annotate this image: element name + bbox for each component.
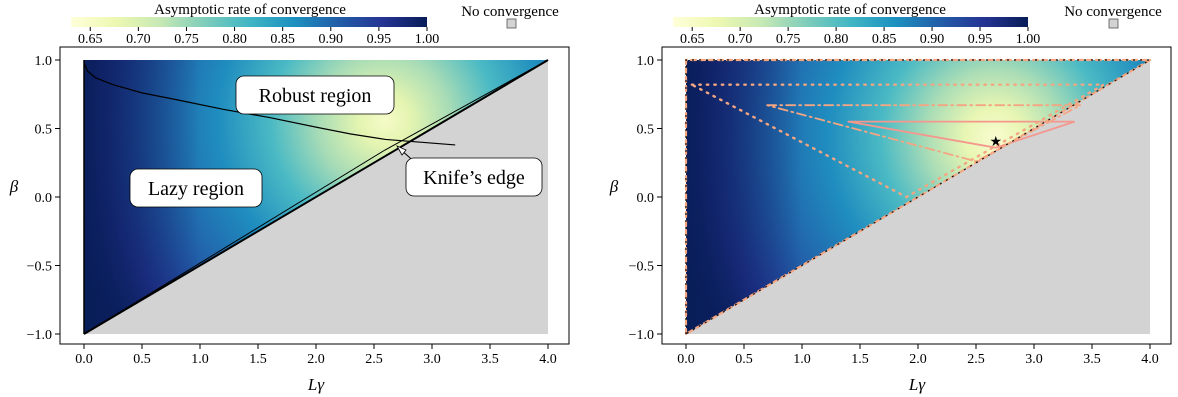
x-tick-label: 0.0 bbox=[75, 352, 93, 367]
x-tick-label: 3.5 bbox=[1083, 352, 1101, 367]
x-tick-label: 0.5 bbox=[133, 352, 151, 367]
no-convergence-swatch bbox=[1108, 18, 1119, 29]
x-axis-ticks: 0.0 0.5 1.0 1.5 2.0 2.5 3.0 3.5 4.0 bbox=[75, 344, 557, 367]
y-axis-ticks: 1.0 0.5 0.0 −0.5 −1.0 bbox=[629, 54, 662, 343]
colorbar-tick-label: 0.85 bbox=[270, 32, 295, 47]
colorbar-tick-label: 0.75 bbox=[776, 32, 801, 47]
no-convergence-swatch bbox=[506, 18, 517, 29]
colorbar-tick-label: 0.70 bbox=[728, 32, 753, 47]
boundary-inner-dots bbox=[685, 59, 1153, 335]
colorbar-title: Asymptotic rate of convergence bbox=[154, 2, 346, 18]
x-tick-label: 2.5 bbox=[967, 352, 985, 367]
knife-edge-box bbox=[405, 157, 543, 197]
colorbar-ticks: 0.65 0.70 0.75 0.80 0.85 0.90 0.95 1.00 bbox=[78, 27, 439, 47]
colorbar-tick-label: 0.90 bbox=[920, 32, 945, 47]
x-tick-label: 0.5 bbox=[735, 352, 753, 367]
x-tick-label: 0.0 bbox=[677, 352, 695, 367]
level-set-dashdot bbox=[766, 104, 1081, 163]
x-tick-label: 3.0 bbox=[423, 352, 441, 367]
x-tick-label: 2.0 bbox=[909, 352, 927, 367]
y-axis-label: β bbox=[9, 177, 19, 196]
level-sets bbox=[684, 58, 1155, 336]
x-tick-label: 1.5 bbox=[851, 352, 869, 367]
colorbar-tick-label: 0.95 bbox=[367, 32, 392, 47]
right-panel: Asymptotic rate of convergence 0.65 0.70 0… bbox=[609, 2, 1172, 394]
x-tick-label: 2.5 bbox=[365, 352, 383, 367]
x-axis-label: Lγ bbox=[908, 375, 926, 394]
y-tick-label: −1.0 bbox=[27, 328, 52, 343]
no-convergence-label: No convergence bbox=[1064, 4, 1162, 20]
left-panel: Asymptotic rate of convergence 0.65 0.70 0… bbox=[9, 2, 570, 394]
colorbar-tick-label: 0.65 bbox=[78, 32, 103, 47]
y-tick-label: 0.5 bbox=[35, 123, 53, 138]
optimum-star-marker: ★ bbox=[989, 135, 1002, 150]
colorbar-ticks: 0.65 0.70 0.75 0.80 0.85 0.90 0.95 1.00 bbox=[680, 27, 1040, 47]
x-tick-label: 1.5 bbox=[249, 352, 267, 367]
y-tick-label: 0.0 bbox=[35, 191, 53, 206]
colorbar-tick-label: 0.95 bbox=[968, 32, 993, 47]
y-axis-label: β bbox=[609, 177, 619, 196]
robust-region-box bbox=[235, 75, 395, 115]
no-convergence-label: No convergence bbox=[461, 4, 559, 20]
colorbar-tick-label: 0.85 bbox=[872, 32, 897, 47]
y-tick-label: −1.0 bbox=[629, 328, 654, 343]
x-tick-label: 4.0 bbox=[539, 352, 557, 367]
colorbar-tick-label: 1.00 bbox=[415, 32, 440, 47]
x-tick-label: 2.0 bbox=[307, 352, 325, 367]
lazy-region-box bbox=[129, 168, 263, 208]
x-tick-label: 3.0 bbox=[1025, 352, 1043, 367]
colorbar-tick-label: 0.75 bbox=[174, 32, 199, 47]
y-axis-ticks: 1.0 0.5 0.0 −0.5 −1.0 bbox=[27, 54, 60, 343]
y-tick-label: 1.0 bbox=[637, 54, 655, 69]
knife-edge-label: Knife’s edge bbox=[423, 167, 525, 189]
x-tick-label: 1.0 bbox=[793, 352, 811, 367]
robust-boundary-curve bbox=[83, 62, 456, 146]
level-set-dotted-large bbox=[690, 83, 1109, 199]
lazy-region-label: Lazy region bbox=[148, 178, 244, 200]
knife-edge-line bbox=[83, 59, 549, 335]
colorbar-tick-label: 1.00 bbox=[1016, 32, 1041, 47]
x-tick-label: 4.0 bbox=[1141, 352, 1159, 367]
colorbar-tick-label: 0.65 bbox=[680, 32, 705, 47]
y-tick-label: 0.0 bbox=[637, 191, 655, 206]
x-axis-ticks: 0.0 0.5 1.0 1.5 2.0 2.5 3.0 3.5 4.0 bbox=[677, 344, 1159, 367]
x-axis-label: Lγ bbox=[307, 375, 325, 394]
y-tick-label: 1.0 bbox=[35, 54, 53, 69]
colorbar bbox=[673, 17, 1028, 27]
level-set-solid bbox=[847, 120, 1075, 149]
x-tick-label: 1.0 bbox=[191, 352, 209, 367]
colorbar-tick-label: 0.90 bbox=[319, 32, 344, 47]
colorbar-tick-label: 0.80 bbox=[222, 32, 247, 47]
colorbar-tick-label: 0.80 bbox=[824, 32, 849, 47]
colorbar-tick-label: 0.70 bbox=[126, 32, 151, 47]
robust-region-label: Robust region bbox=[259, 85, 372, 107]
x-tick-label: 3.5 bbox=[481, 352, 499, 367]
y-tick-label: −0.5 bbox=[27, 260, 52, 275]
colorbar bbox=[71, 17, 427, 27]
y-tick-label: 0.5 bbox=[637, 123, 655, 138]
y-tick-label: −0.5 bbox=[629, 260, 654, 275]
colorbar-title: Asymptotic rate of convergence bbox=[754, 2, 946, 18]
